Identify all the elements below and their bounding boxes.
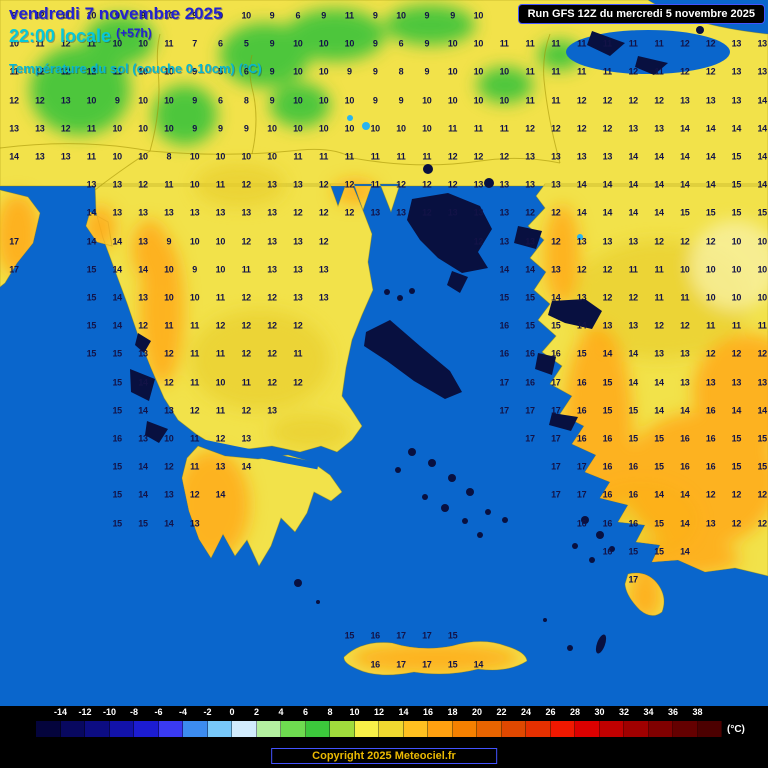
temperature-shading bbox=[0, 5, 768, 674]
legend-cell bbox=[624, 721, 649, 737]
legend-cell bbox=[501, 721, 526, 737]
legend-cell bbox=[330, 721, 355, 737]
unit-label: (°C) bbox=[727, 724, 745, 735]
title-block: vendredi 7 novembre 2025 22:00 locale (+5… bbox=[9, 4, 262, 76]
country-borders bbox=[0, 33, 561, 191]
legend-tick: 8 bbox=[327, 707, 333, 717]
legend-cell bbox=[60, 721, 85, 737]
islands bbox=[130, 26, 704, 654]
legend-tick: 0 bbox=[229, 707, 235, 717]
legend-tick: 28 bbox=[569, 707, 581, 717]
legend-cell bbox=[403, 721, 428, 737]
legend-tick: 12 bbox=[373, 707, 385, 717]
legend-tick: 16 bbox=[422, 707, 434, 717]
run-info-box: Run GFS 12Z du mercredi 5 novembre 2025 bbox=[517, 4, 765, 24]
legend-tick: -2 bbox=[203, 707, 212, 717]
legend-tick: 20 bbox=[471, 707, 483, 717]
legend-cell bbox=[526, 721, 551, 737]
legend-ticks: -14 -12 -10 -8 -6 -4 -2 0 2 4 6 8 10 12 14 16 18 20 22 24 26… bbox=[0, 708, 768, 720]
legend-cell bbox=[281, 721, 306, 737]
legend-cell bbox=[575, 721, 600, 737]
legend-cell bbox=[256, 721, 281, 737]
parameter-subtitle: Température du sol (couche 0-10cm) (°C) bbox=[9, 61, 262, 76]
legend-cell bbox=[134, 721, 159, 737]
legend-cell bbox=[697, 721, 722, 737]
lakes bbox=[347, 115, 583, 240]
legend-strip: -14 -12 -10 -8 -6 -4 -2 0 2 4 6 8 10 12 14 16 18 20 22 24 26… bbox=[0, 706, 768, 768]
gulf-of-corinth bbox=[179, 434, 319, 470]
date-title: vendredi 7 novembre 2025 bbox=[9, 4, 223, 23]
legend-tick: -6 bbox=[154, 707, 163, 717]
legend-tick: 18 bbox=[447, 707, 458, 717]
legend-cell bbox=[648, 721, 673, 737]
legend-tick: -10 bbox=[102, 707, 117, 717]
time-title: 22:00 locale (+57h) bbox=[9, 26, 152, 46]
copyright-notice: Copyright 2025 Meteociel.fr bbox=[271, 748, 497, 764]
legend-tick: 2 bbox=[253, 707, 260, 717]
legend-tick: 34 bbox=[643, 707, 654, 717]
legend-bar bbox=[36, 721, 722, 737]
legend-tick: -8 bbox=[129, 707, 139, 717]
legend-cell bbox=[428, 721, 453, 737]
legend-cell bbox=[452, 721, 477, 737]
legend-tick: 36 bbox=[667, 707, 679, 717]
legend-cell bbox=[109, 721, 134, 737]
map-area: 9 12 11 10 9 9 10 9 9 10 9 6 9 11 9 10 9 9 10 10 11 12 11 10 10 1… bbox=[0, 0, 768, 706]
legend-tick: 4 bbox=[278, 707, 284, 717]
legend-tick: 10 bbox=[349, 707, 360, 717]
legend-tick: 24 bbox=[520, 707, 532, 717]
legend-tick: 22 bbox=[496, 707, 507, 717]
legend-cell bbox=[183, 721, 208, 737]
legend-cell bbox=[673, 721, 698, 737]
legend-cell bbox=[599, 721, 624, 737]
legend-tick: 6 bbox=[302, 707, 309, 717]
map-canvas bbox=[0, 0, 768, 706]
legend-tick: 14 bbox=[398, 707, 409, 717]
legend-tick: 38 bbox=[692, 707, 703, 717]
legend-tick: 30 bbox=[594, 707, 605, 717]
legend-cell bbox=[207, 721, 232, 737]
legend-cell bbox=[550, 721, 575, 737]
legend-cell bbox=[232, 721, 257, 737]
legend-cell bbox=[354, 721, 379, 737]
legend-tick: -12 bbox=[78, 707, 92, 717]
legend-cell bbox=[379, 721, 404, 737]
legend-tick: 32 bbox=[618, 707, 630, 717]
legend-tick: 26 bbox=[545, 707, 556, 717]
legend-cell bbox=[477, 721, 502, 737]
legend-tick: -14 bbox=[53, 707, 68, 717]
legend-cell bbox=[36, 721, 61, 737]
legend-tick: -4 bbox=[178, 707, 188, 717]
legend-cell bbox=[305, 721, 330, 737]
legend-cell bbox=[85, 721, 110, 737]
legend-cell bbox=[158, 721, 183, 737]
forecast-offset: (+57h) bbox=[116, 26, 152, 40]
